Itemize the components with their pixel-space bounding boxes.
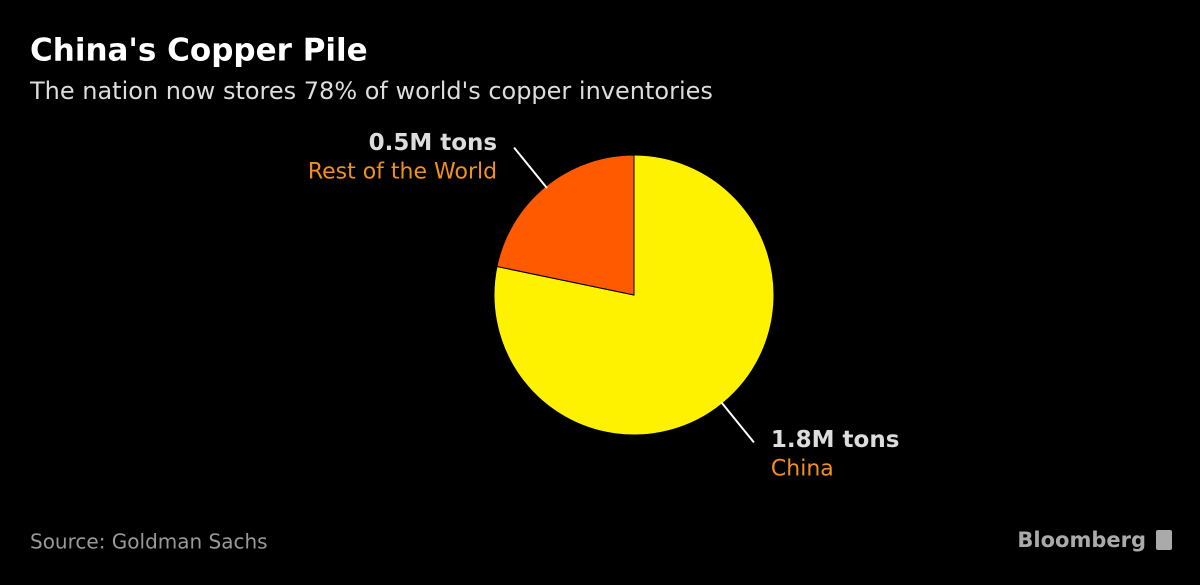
logo: Bloomberg [1017, 528, 1146, 552]
category-label: China [771, 456, 834, 481]
chart-title: China's Copper Pile [30, 33, 368, 69]
value-label: 0.5M tons [369, 130, 498, 156]
source: Source: Goldman Sachs [30, 530, 268, 554]
chart-subtitle: The nation now stores 78% of world's cop… [29, 77, 713, 105]
logo-icon [1156, 530, 1172, 550]
category-label: Rest of the World [308, 160, 497, 185]
leader-line [720, 401, 755, 444]
value-label: 1.8M tons [771, 427, 900, 453]
leader-line [513, 146, 548, 189]
